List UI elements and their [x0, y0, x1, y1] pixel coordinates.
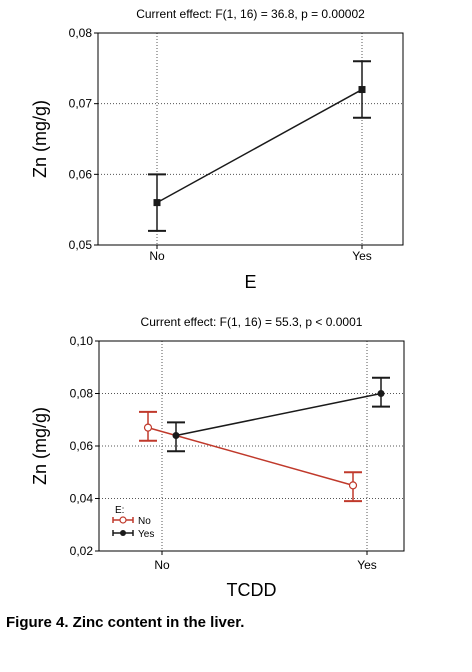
y-tick-label: 0,02: [70, 544, 94, 558]
figure-canvas: Current effect: F(1, 16) = 36.8, p = 0.0…: [30, 7, 405, 600]
y-tick-label: 0,06: [69, 167, 93, 181]
chart-title: Current effect: F(1, 16) = 36.8, p = 0.0…: [136, 7, 365, 21]
plot-frame: [97, 32, 404, 246]
data-point: [358, 86, 366, 94]
plot-frame: [98, 340, 405, 552]
x-tick-label: No: [149, 249, 165, 263]
y-tick-label: 0,08: [69, 26, 93, 40]
data-point: [172, 432, 180, 439]
data-point: [377, 390, 385, 397]
x-tick-label: No: [154, 558, 170, 572]
x-axis-label: TCDD: [227, 580, 277, 600]
figure-caption: Figure 4. Zinc content in the liver.: [6, 614, 245, 631]
data-point: [143, 423, 153, 432]
series-line: [156, 88, 363, 204]
data-point: [348, 481, 358, 490]
series-line: [175, 392, 382, 437]
y-tick-label: 0,08: [70, 387, 94, 401]
legend-title: E:: [115, 505, 124, 516]
legend-marker: [120, 530, 126, 536]
series-line: [147, 426, 354, 487]
y-tick-label: 0,04: [70, 492, 94, 506]
chart-title: Current effect: F(1, 16) = 55.3, p < 0.0…: [141, 315, 363, 329]
legend-label: No: [138, 516, 151, 527]
y-axis-label: Zn (mg/g): [30, 100, 50, 178]
y-tick-label: 0,07: [69, 97, 93, 111]
y-tick-label: 0,06: [70, 439, 94, 453]
y-tick-label: 0,10: [70, 334, 94, 348]
data-point: [153, 199, 161, 207]
legend-marker: [119, 516, 127, 524]
y-axis-label: Zn (mg/g): [30, 407, 50, 485]
y-tick-label: 0,05: [69, 238, 93, 252]
x-axis-label: E: [244, 272, 256, 292]
x-tick-label: Yes: [352, 249, 372, 263]
x-tick-label: Yes: [357, 558, 377, 572]
legend-label: Yes: [138, 529, 154, 540]
